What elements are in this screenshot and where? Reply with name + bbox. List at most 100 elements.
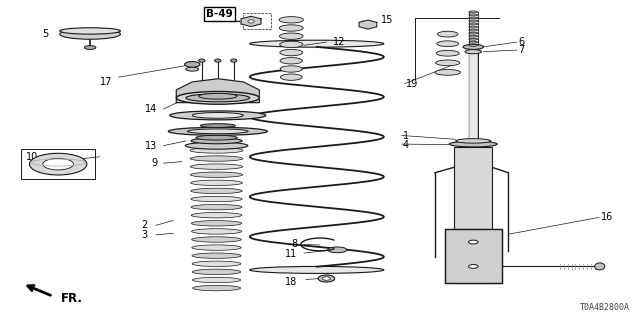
- Text: 17: 17: [100, 77, 113, 87]
- Ellipse shape: [198, 59, 205, 62]
- Text: 5: 5: [42, 29, 49, 39]
- Ellipse shape: [184, 61, 200, 67]
- Ellipse shape: [449, 141, 497, 147]
- Text: 4: 4: [403, 140, 409, 150]
- Ellipse shape: [186, 94, 250, 102]
- Ellipse shape: [170, 111, 266, 120]
- Ellipse shape: [43, 158, 74, 170]
- Ellipse shape: [190, 164, 243, 169]
- Ellipse shape: [468, 11, 477, 13]
- Ellipse shape: [191, 188, 243, 194]
- Bar: [21, 149, 95, 179]
- Ellipse shape: [196, 135, 237, 140]
- Polygon shape: [176, 79, 259, 103]
- Ellipse shape: [191, 204, 242, 210]
- Ellipse shape: [168, 127, 268, 135]
- Ellipse shape: [191, 229, 241, 234]
- Ellipse shape: [468, 44, 477, 46]
- Ellipse shape: [465, 50, 481, 54]
- Ellipse shape: [468, 14, 477, 16]
- Bar: [243, 13, 271, 29]
- Ellipse shape: [435, 69, 461, 75]
- Text: 6: 6: [518, 37, 524, 47]
- Ellipse shape: [468, 26, 477, 28]
- Ellipse shape: [468, 35, 477, 37]
- Text: 11: 11: [285, 249, 298, 259]
- Text: 7: 7: [518, 45, 524, 55]
- Text: B-49: B-49: [206, 9, 233, 19]
- Text: 14: 14: [145, 104, 157, 114]
- Ellipse shape: [192, 253, 241, 259]
- Ellipse shape: [279, 17, 303, 23]
- Ellipse shape: [318, 275, 335, 282]
- Text: 8: 8: [292, 239, 298, 249]
- Ellipse shape: [456, 139, 491, 143]
- Ellipse shape: [436, 50, 460, 56]
- Ellipse shape: [186, 67, 198, 71]
- Ellipse shape: [176, 92, 259, 104]
- Ellipse shape: [468, 41, 477, 43]
- Ellipse shape: [230, 59, 237, 62]
- Ellipse shape: [191, 220, 242, 226]
- Ellipse shape: [29, 153, 87, 175]
- Ellipse shape: [191, 138, 242, 144]
- Ellipse shape: [60, 28, 120, 34]
- Ellipse shape: [191, 172, 243, 177]
- Ellipse shape: [468, 265, 478, 268]
- Ellipse shape: [595, 263, 605, 270]
- Ellipse shape: [190, 156, 243, 161]
- Ellipse shape: [191, 212, 242, 218]
- Text: 19: 19: [406, 78, 419, 89]
- Text: 15: 15: [381, 15, 393, 26]
- Ellipse shape: [468, 23, 477, 25]
- Ellipse shape: [198, 93, 237, 99]
- Ellipse shape: [280, 58, 303, 64]
- Text: T0A4B2800A: T0A4B2800A: [580, 303, 630, 312]
- Ellipse shape: [192, 245, 241, 250]
- Text: 3: 3: [141, 230, 148, 240]
- Ellipse shape: [192, 237, 241, 242]
- Ellipse shape: [468, 29, 477, 31]
- Ellipse shape: [193, 285, 241, 291]
- Ellipse shape: [200, 124, 236, 127]
- Ellipse shape: [280, 49, 303, 56]
- Ellipse shape: [468, 20, 477, 22]
- Polygon shape: [359, 20, 377, 29]
- Ellipse shape: [250, 267, 384, 273]
- Text: 18: 18: [285, 277, 298, 287]
- Ellipse shape: [191, 180, 243, 186]
- Text: 9: 9: [151, 158, 157, 168]
- Ellipse shape: [190, 148, 243, 153]
- Ellipse shape: [436, 60, 460, 66]
- Ellipse shape: [214, 59, 221, 62]
- Ellipse shape: [463, 44, 483, 50]
- Ellipse shape: [193, 277, 241, 283]
- Text: 16: 16: [601, 212, 613, 222]
- Ellipse shape: [192, 269, 241, 275]
- Ellipse shape: [60, 29, 120, 39]
- Ellipse shape: [191, 196, 242, 202]
- Text: 1: 1: [403, 131, 409, 141]
- Ellipse shape: [437, 41, 459, 47]
- Bar: [454, 147, 492, 283]
- Ellipse shape: [248, 20, 254, 23]
- Bar: [445, 228, 502, 283]
- Ellipse shape: [438, 31, 458, 37]
- Ellipse shape: [328, 247, 347, 253]
- Text: 13: 13: [145, 141, 157, 151]
- Ellipse shape: [192, 261, 241, 267]
- Polygon shape: [241, 16, 261, 27]
- Ellipse shape: [84, 46, 96, 50]
- Text: 10: 10: [26, 152, 38, 162]
- Ellipse shape: [322, 277, 330, 280]
- Ellipse shape: [468, 17, 477, 19]
- Ellipse shape: [280, 41, 303, 48]
- Ellipse shape: [185, 142, 248, 149]
- Bar: [445, 228, 502, 283]
- Ellipse shape: [280, 74, 302, 80]
- Ellipse shape: [280, 66, 302, 72]
- Ellipse shape: [468, 32, 477, 34]
- Text: FR.: FR.: [61, 292, 83, 305]
- Ellipse shape: [188, 129, 248, 134]
- Ellipse shape: [192, 113, 243, 118]
